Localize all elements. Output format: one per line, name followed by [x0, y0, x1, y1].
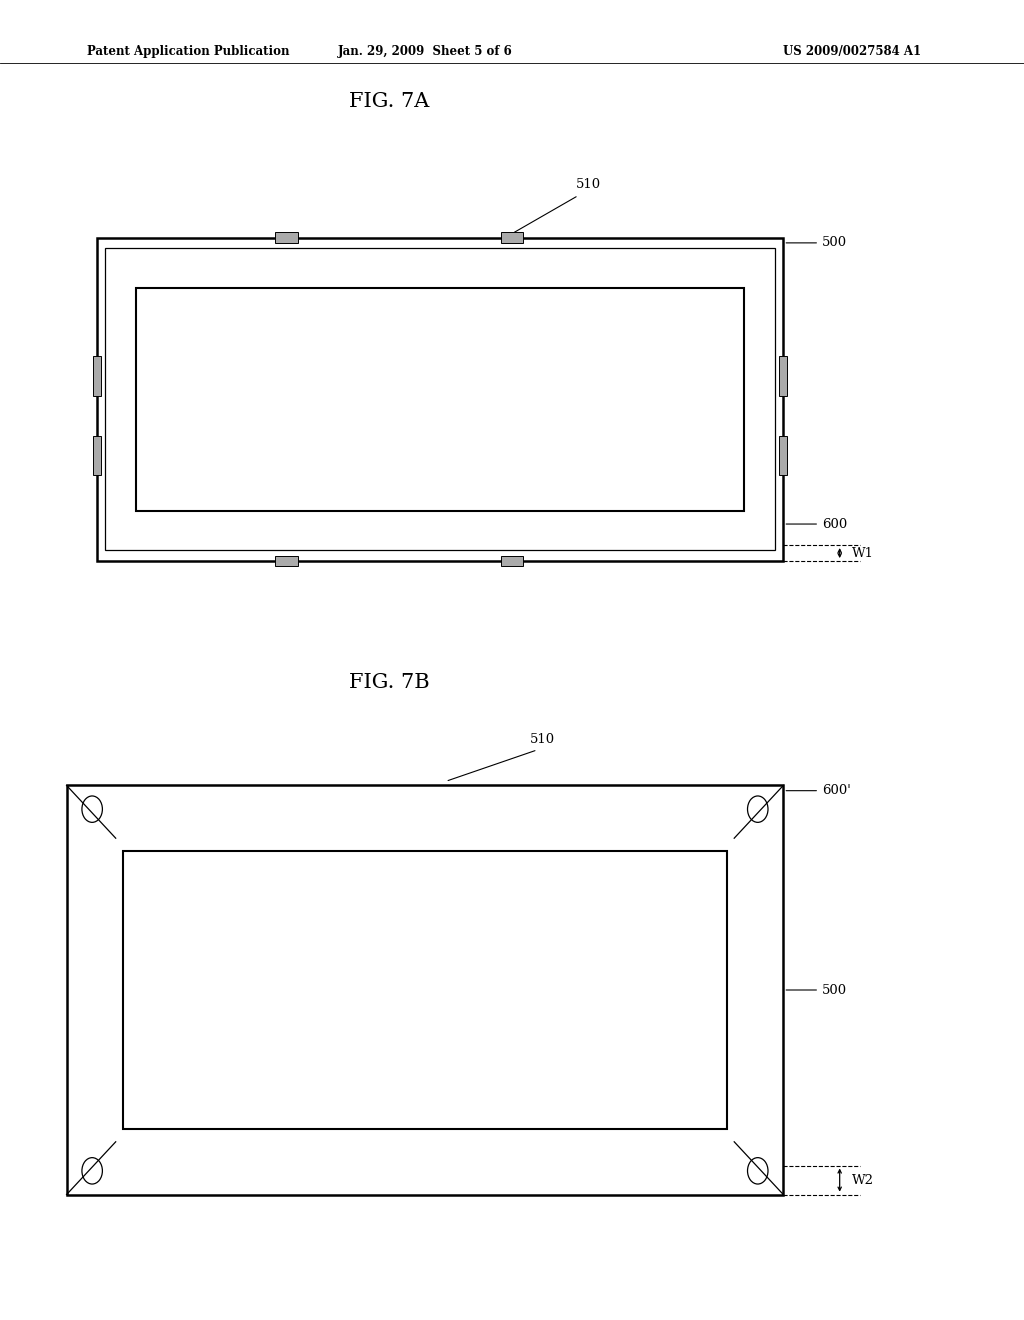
- Text: AA': AA': [410, 981, 440, 999]
- Bar: [779, 356, 787, 396]
- Bar: [123, 851, 727, 1129]
- Text: 600': 600': [822, 784, 851, 797]
- Bar: [67, 785, 783, 1195]
- Text: 600: 600: [822, 517, 848, 531]
- Bar: [275, 556, 298, 566]
- Text: W2: W2: [852, 1173, 873, 1187]
- Text: 500: 500: [822, 983, 848, 997]
- Text: 500: 500: [822, 236, 848, 249]
- Text: AA: AA: [427, 391, 454, 408]
- Bar: [105, 248, 775, 550]
- Bar: [779, 436, 787, 475]
- Text: FIG. 7B: FIG. 7B: [349, 673, 429, 692]
- Text: 510: 510: [577, 178, 601, 191]
- Bar: [275, 232, 298, 243]
- Text: Patent Application Publication: Patent Application Publication: [87, 45, 290, 58]
- Bar: [93, 436, 101, 475]
- Bar: [93, 356, 101, 396]
- Text: 510: 510: [530, 733, 555, 746]
- Text: W1: W1: [852, 546, 873, 560]
- Text: FIG. 7A: FIG. 7A: [349, 92, 429, 111]
- Text: US 2009/0027584 A1: US 2009/0027584 A1: [783, 45, 922, 58]
- Bar: [136, 288, 744, 511]
- Bar: [97, 238, 783, 561]
- Text: Jan. 29, 2009  Sheet 5 of 6: Jan. 29, 2009 Sheet 5 of 6: [338, 45, 512, 58]
- Bar: [501, 556, 523, 566]
- Bar: [501, 232, 523, 243]
